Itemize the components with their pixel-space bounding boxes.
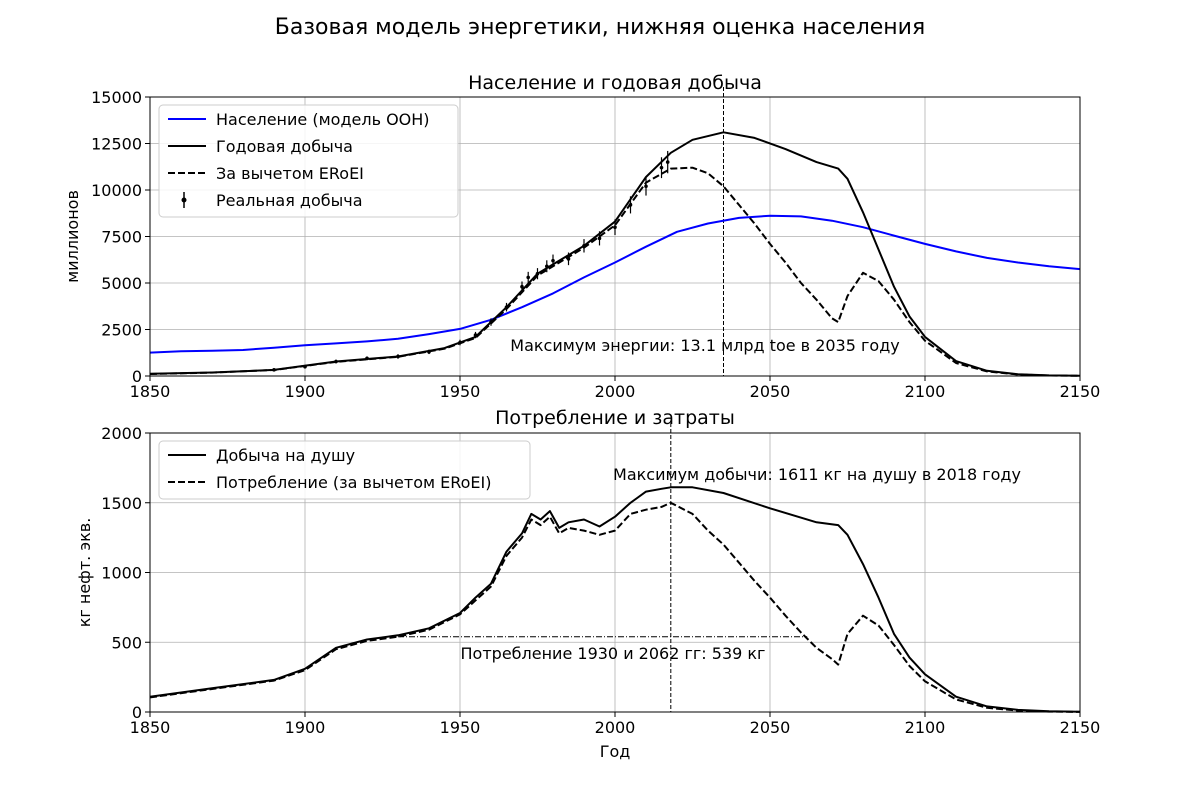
top-errorbar-point <box>365 356 369 361</box>
bottom-y-ticks: 0 500 1000 1500 2000 <box>101 424 150 722</box>
top-errorbar-point <box>566 257 571 261</box>
top-x-tick-label: 1950 <box>440 382 481 401</box>
top-y-tick-label: 12500 <box>91 135 142 154</box>
top-x-tick-label: 1900 <box>285 382 326 401</box>
bottom-x-tick-label: 1900 <box>285 718 326 737</box>
bottom-series-line-добыча-на-душу <box>149 486 1081 713</box>
top-errorbar-point <box>473 333 478 337</box>
top-y-ticks: 0 2500 5000 7500 10000 12500 15000 <box>91 88 150 386</box>
top-errorbar-point <box>520 284 524 289</box>
top-x-tick-label: 2100 <box>905 382 946 401</box>
bottom-x-tick-label: 2150 <box>1060 718 1101 737</box>
bottom-subplot: Потребление и затраты 1850 1900 1950 2000 20… <box>75 407 1100 761</box>
bottom-y-axis-label: кг нефт. экв. <box>75 518 94 628</box>
bottom-consumption-annotation: Потребление 1930 и 2062 гг: 539 кг <box>461 644 766 663</box>
top-series-line-население-модель-оон <box>149 214 1081 354</box>
legend-label-real-production: Реальная добыча <box>216 191 363 210</box>
top-plot-area <box>149 87 1081 377</box>
top-y-tick-label: 7500 <box>101 228 142 247</box>
bottom-y-tick-label: 2000 <box>101 424 142 443</box>
figure-suptitle: Базовая модель энергетики, нижняя оценка… <box>275 15 925 40</box>
top-errorbar-point <box>535 271 540 276</box>
top-y-tick-label: 0 <box>132 367 142 386</box>
bottom-x-tick-label: 1950 <box>440 718 481 737</box>
top-errorbar-point <box>551 258 555 263</box>
top-legend-box <box>158 104 459 218</box>
bottom-y-tick-label: 1500 <box>101 494 142 513</box>
bottom-series-line-потребление-за-вычетом-eroei <box>149 501 1081 713</box>
top-y-tick-label: 5000 <box>101 274 142 293</box>
top-errorbar-point <box>665 160 670 164</box>
top-subplot-title: Население и годовая добыча <box>468 72 762 94</box>
top-errorbar-point <box>628 203 633 207</box>
bottom-legend: Добыча на душу Потребление (за вычетом E… <box>158 440 531 500</box>
bottom-x-tick-label: 1850 <box>130 718 171 737</box>
bottom-legend-box <box>158 440 531 500</box>
top-subplot: Население и годовая добыча 1850 1900 1950 2… <box>63 72 1100 401</box>
top-errorbar-point <box>427 350 431 354</box>
top-legend: Население (модель ООН) Годовая добыча За… <box>158 104 459 218</box>
top-peak-annotation: Максимум энергии: 13.1 млрд toe в 2035 г… <box>510 336 899 355</box>
bottom-y-tick-label: 0 <box>132 703 142 722</box>
top-errorbar-point <box>303 364 307 369</box>
top-series-line-за-вычетом-eroei <box>149 166 1081 377</box>
bottom-subplot-title: Потребление и затраты <box>495 407 735 429</box>
top-x-ticks: 1850 1900 1950 2000 2050 2100 2150 <box>130 376 1101 401</box>
top-errorbar-point <box>526 275 530 280</box>
top-errorbar-point <box>597 236 602 241</box>
legend-label-per-capita: Добыча на душу <box>216 446 355 465</box>
top-y-axis-label: миллионов <box>63 190 82 283</box>
legend-swatch-real-marker <box>181 197 187 203</box>
top-y-tick-label: 10000 <box>91 181 142 200</box>
bottom-plot-area <box>149 423 1081 713</box>
top-errorbar-point <box>489 320 493 324</box>
bottom-x-ticks: 1850 1900 1950 2000 2050 2100 2150 <box>130 712 1101 737</box>
bottom-x-tick-label: 2000 <box>595 718 636 737</box>
bottom-y-tick-label: 500 <box>111 633 142 652</box>
top-y-tick-label: 15000 <box>91 88 142 107</box>
bottom-x-axis-label: Год <box>600 742 631 761</box>
top-errorbar-point <box>613 225 617 229</box>
top-x-tick-label: 1850 <box>130 382 171 401</box>
top-errorbar-point <box>659 165 664 170</box>
top-errorbar-point <box>545 264 549 269</box>
top-x-tick-label: 2050 <box>750 382 791 401</box>
legend-label-production: Годовая добыча <box>216 137 353 156</box>
bottom-y-tick-label: 1000 <box>101 564 142 583</box>
top-errorbar-point <box>644 184 648 189</box>
legend-label-consumption: Потребление (за вычетом ERoEI) <box>216 473 492 492</box>
top-errorbar-point <box>334 359 338 364</box>
legend-label-population: Население (модель ООН) <box>216 110 430 129</box>
bottom-x-tick-label: 2100 <box>905 718 946 737</box>
top-errorbar-point <box>582 244 586 248</box>
top-errorbar-point <box>272 368 276 372</box>
top-errorbar-point <box>504 305 509 309</box>
top-x-tick-label: 2000 <box>595 382 636 401</box>
top-errorbar-point <box>458 340 462 345</box>
top-y-tick-label: 2500 <box>101 321 142 340</box>
legend-label-net-eroei: За вычетом ERoEI <box>216 164 364 183</box>
bottom-peak-annotation: Максимум добычи: 1611 кг на душу в 2018 … <box>613 465 1021 484</box>
top-errorbar-point <box>396 354 400 359</box>
bottom-x-tick-label: 2050 <box>750 718 791 737</box>
top-x-tick-label: 2150 <box>1060 382 1101 401</box>
